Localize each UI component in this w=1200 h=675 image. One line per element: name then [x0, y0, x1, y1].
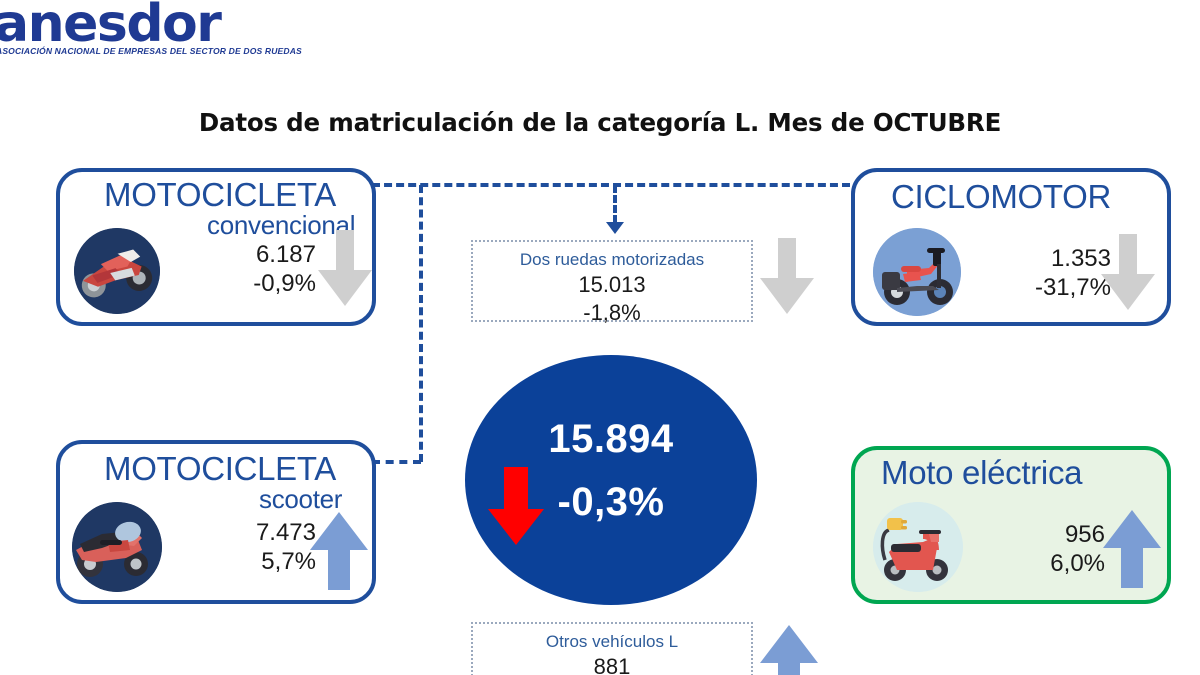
logo-wordmark: anesdor: [0, 0, 222, 54]
subtotal-change: -1,8%: [583, 300, 641, 325]
trend-down-arrow-icon: [1099, 234, 1157, 317]
card-value: 7.473: [255, 519, 316, 546]
subtotal-otros-vehiculos-l: Otros vehículos L 881: [471, 622, 753, 675]
card-title-main: Moto eléctrica: [881, 454, 1083, 491]
trend-down-arrow-icon: [316, 230, 374, 313]
scooter-icon: [72, 502, 162, 592]
card-stats: 1.353 -31,7%: [995, 244, 1111, 302]
card-value: 956: [1064, 521, 1105, 548]
subtotal-label: Otros vehículos L: [545, 632, 679, 651]
electric-scooter-icon: [873, 502, 963, 592]
subtotal-label: Dos ruedas motorizadas: [519, 250, 705, 269]
subtotal-value: 881: [593, 654, 631, 675]
card-motocicleta-scooter[interactable]: MOTOCICLETA scooter 7.: [56, 440, 376, 604]
card-title-sub: scooter: [259, 484, 343, 514]
card-stats: 956 6,0%: [989, 520, 1105, 578]
connector-horizontal-scooter: [372, 460, 421, 464]
card-ciclomotor[interactable]: CICLOMOTOR: [851, 168, 1171, 326]
card-title-main: MOTOCICLETA: [104, 450, 337, 487]
motorcycle-icon: [74, 228, 160, 314]
total-ellipse: 15.894 -0,3%: [465, 355, 757, 605]
connector-vertical-center: [613, 185, 617, 223]
card-value: 6.187: [255, 241, 316, 268]
subtotal-dos-ruedas-motorizadas: Dos ruedas motorizadas 15.013 -1,8%: [471, 240, 753, 325]
trend-up-arrow-icon: [308, 510, 370, 597]
connector-arrowhead-icon: [606, 222, 624, 234]
card-motocicleta-convencional[interactable]: MOTOCICLETA convencional 6.187: [56, 168, 376, 326]
card-change: 5,7%: [261, 548, 316, 575]
trend-up-arrow-icon: [1101, 508, 1163, 595]
card-title-main: CICLOMOTOR: [891, 178, 1112, 215]
card-stats: 7.473 5,7%: [200, 518, 316, 576]
card-change: 6,0%: [1050, 550, 1105, 577]
anesdor-logo: anesdor ASOCIACIÓN NACIONAL DE EMPRESAS …: [0, 0, 302, 60]
trend-up-arrow-icon: [758, 623, 820, 675]
connector-vertical-left: [419, 185, 423, 462]
card-title-sub: convencional: [207, 210, 356, 240]
logo-tagline: ASOCIACIÓN NACIONAL DE EMPRESAS DEL SECT…: [0, 46, 302, 56]
total-value: 15.894: [548, 417, 674, 461]
trend-down-arrow-icon: [758, 238, 816, 321]
total-change: -0,3%: [557, 480, 665, 524]
page-title: Datos de matriculación de la categoría L…: [198, 108, 1002, 137]
trend-down-arrow-icon: [485, 467, 547, 552]
moped-icon: [873, 228, 961, 316]
connector-horizontal-top: [372, 183, 850, 187]
card-title-main: MOTOCICLETA: [104, 176, 337, 213]
card-stats: 6.187 -0,9%: [200, 240, 316, 298]
card-change: -31,7%: [1034, 274, 1111, 301]
card-value: 1.353: [1050, 245, 1111, 272]
card-change: -0,9%: [253, 270, 316, 297]
subtotal-value: 15.013: [578, 272, 646, 297]
card-moto-electrica[interactable]: Moto eléctrica: [851, 446, 1171, 604]
